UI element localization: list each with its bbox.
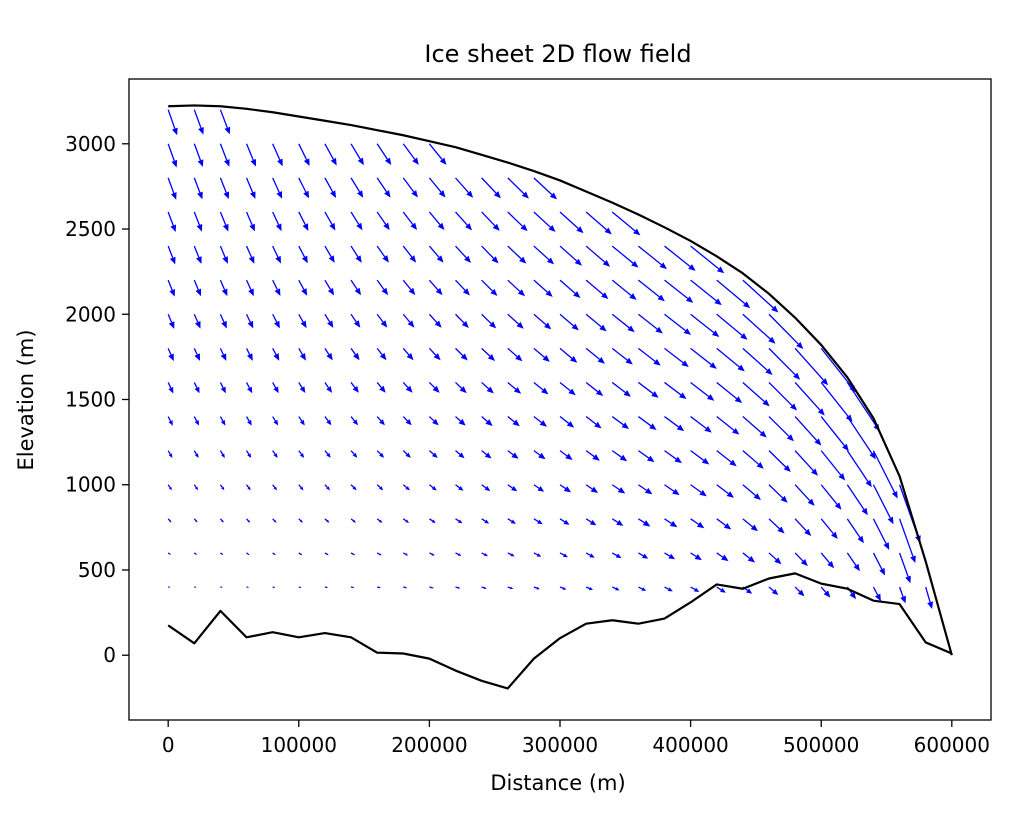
y-tick-label: 2500 bbox=[65, 217, 116, 241]
x-axis-label: Distance (m) bbox=[490, 771, 625, 795]
x-tick-label: 200000 bbox=[391, 733, 467, 757]
x-tick-label: 600000 bbox=[914, 733, 990, 757]
y-tick-label: 0 bbox=[103, 643, 116, 667]
y-tick-label: 500 bbox=[78, 558, 116, 582]
y-tick-label: 3000 bbox=[65, 132, 116, 156]
x-tick-label: 0 bbox=[162, 733, 175, 757]
y-tick-label: 1500 bbox=[65, 388, 116, 412]
x-tick-label: 500000 bbox=[783, 733, 859, 757]
chart-title: Ice sheet 2D flow field bbox=[424, 40, 691, 68]
y-tick-label: 1000 bbox=[65, 473, 116, 497]
y-axis-label: Elevation (m) bbox=[14, 329, 38, 470]
x-tick-label: 100000 bbox=[261, 733, 337, 757]
x-tick-label: 300000 bbox=[522, 733, 598, 757]
y-tick-label: 2000 bbox=[65, 302, 116, 326]
x-tick-label: 400000 bbox=[652, 733, 728, 757]
